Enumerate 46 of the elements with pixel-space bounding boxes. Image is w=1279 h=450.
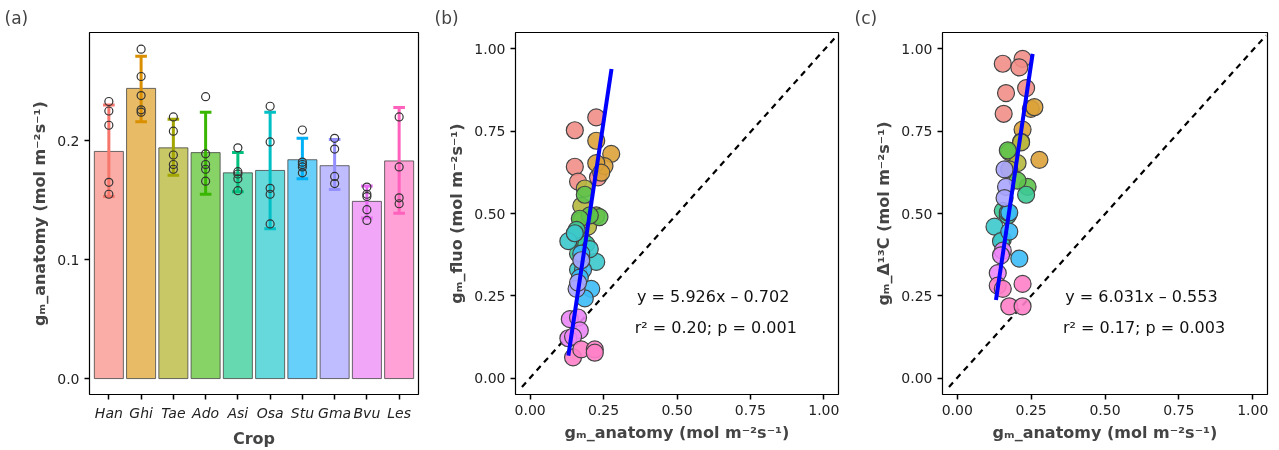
x-tick-label: 0.00 <box>941 401 973 418</box>
x-tick-label: Les <box>387 404 412 421</box>
y-tick-label: 0.75 <box>474 123 506 140</box>
x-axis-title: gₘ_anatomy (mol m⁻²s⁻¹) <box>564 422 790 442</box>
chart-title: (a) <box>4 7 29 28</box>
y-axis-title: gₘ_anatomy (mol m⁻²s⁻¹) <box>30 101 50 326</box>
x-tick-label: Ado <box>191 404 220 421</box>
y-tick-label: 0.1 <box>57 251 80 268</box>
x-tick-label: Bvu <box>353 404 381 421</box>
x-tick-label: Stu <box>290 404 315 421</box>
y-tick-label: 0.0 <box>57 370 80 387</box>
x-tick-label: 0.75 <box>734 401 766 418</box>
x-tick-label: Gma <box>318 404 352 421</box>
annotation: r² = 0.17; p = 0.003 <box>1062 318 1226 338</box>
y-axis-title: gₘ_fluo (mol m⁻²s⁻¹) <box>447 123 467 304</box>
x-tick-label: Tae <box>161 404 186 421</box>
y-tick-label: 0.25 <box>474 287 506 304</box>
x-tick-label: Osa <box>256 404 284 421</box>
y-tick-label: 0.2 <box>57 132 80 149</box>
x-tick-label: 0.00 <box>514 401 546 418</box>
x-tick-label: 0.50 <box>661 401 693 418</box>
x-tick-label: 1.00 <box>1237 401 1269 418</box>
x-axis-title: gₘ_anatomy (mol m⁻²s⁻¹) <box>992 422 1218 442</box>
annotation: y = 5.926x – 0.702 <box>637 287 790 307</box>
annotation: y = 6.031x – 0.553 <box>1065 287 1218 307</box>
x-axis-title: Crop <box>232 428 276 448</box>
y-tick-label: 0.25 <box>901 287 933 304</box>
chart-title: (b) <box>434 7 459 28</box>
y-axis-title: gₘ_Δ¹³C (mol m⁻²s⁻¹) <box>874 121 894 306</box>
x-tick-label: 0.50 <box>1089 401 1121 418</box>
x-tick-label: 0.25 <box>1015 401 1047 418</box>
y-tick-label: 1.00 <box>474 40 506 57</box>
y-tick-label: 0.75 <box>901 123 933 140</box>
x-tick-label: Ghi <box>129 404 154 421</box>
y-tick-label: 0.00 <box>474 370 506 387</box>
y-tick-label: 0.50 <box>901 205 933 222</box>
x-tick-label: 0.25 <box>588 401 620 418</box>
x-tick-label: Asi <box>226 404 249 421</box>
chart-title: (c) <box>854 7 878 28</box>
x-tick-label: 0.75 <box>1163 401 1195 418</box>
x-tick-label: Han <box>94 404 123 421</box>
y-tick-label: 1.00 <box>901 40 933 57</box>
y-tick-label: 0.00 <box>901 370 933 387</box>
x-tick-label: 1.00 <box>808 401 840 418</box>
annotation: r² = 0.20; p = 0.001 <box>634 318 797 338</box>
y-tick-label: 0.50 <box>474 205 506 222</box>
